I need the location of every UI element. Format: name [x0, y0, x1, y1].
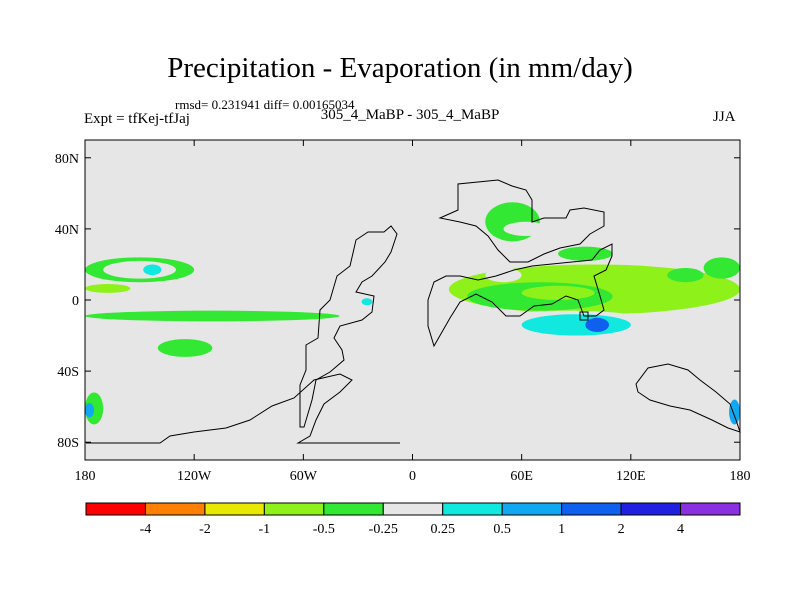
x-tick-label-6: 180 — [730, 469, 751, 484]
rmsd-diff-stats: rmsd= 0.231941 diff= 0.00165034 — [175, 97, 355, 112]
colorbar-label-1: -2 — [199, 522, 211, 537]
coastline-africa-eurasia — [427, 243, 613, 348]
anomaly-region-4 — [85, 310, 340, 322]
colorbar-label-3: -0.5 — [313, 522, 335, 537]
y-tick-label-1: 40N — [55, 223, 79, 238]
anomaly-region-16 — [521, 285, 595, 300]
anomaly-region-17 — [485, 268, 522, 283]
chart-subtitle: 305_4_MaBP - 305_4_MaBP — [320, 107, 500, 123]
anomaly-region-8 — [343, 292, 380, 311]
anomaly-region-2 — [143, 264, 162, 276]
x-tick-label-1: 120W — [177, 469, 212, 484]
colorbar-swatch-4 — [323, 502, 384, 516]
coastline-island — [579, 311, 589, 321]
anomaly-region-21 — [630, 349, 704, 375]
colorbar-label-9: 4 — [677, 522, 684, 537]
colorbar-label-0: -4 — [140, 522, 152, 537]
colorbar-swatch-3 — [263, 502, 325, 516]
x-axis-ticks: 180 120W 60W 0 60E 120E 180 — [75, 140, 751, 484]
x-tick-label-3: 0 — [409, 469, 416, 484]
colorbar-swatch-7 — [501, 502, 563, 516]
anomaly-region-25 — [729, 399, 741, 425]
anomaly-region-23 — [703, 257, 740, 279]
anomaly-region-9 — [361, 298, 373, 306]
colorbar-swatch-5 — [382, 502, 444, 516]
colorbar: -4 -2 -1 -0.5 -0.25 0.25 0.5 1 2 4 — [85, 502, 741, 537]
x-tick-label-4: 60E — [510, 469, 533, 484]
coastline-australia — [635, 363, 741, 433]
colorbar-label-8: 2 — [618, 522, 625, 537]
colorbar-swatch-8 — [561, 502, 622, 516]
colorbar-swatch-9 — [620, 502, 682, 516]
colorbar-label-5: 0.25 — [430, 522, 455, 537]
anomaly-region-5 — [157, 339, 213, 357]
anomaly-region-3 — [85, 284, 131, 293]
anomaly-region-13 — [558, 246, 613, 261]
anomaly-region-19 — [521, 314, 631, 336]
plot-layer — [85, 140, 741, 460]
x-tick-label-2: 60W — [290, 469, 318, 484]
colorbar-label-6: 0.5 — [493, 522, 511, 537]
colorbar-swatch-0 — [85, 502, 146, 516]
colorbar-swatch-10 — [680, 502, 741, 516]
experiment-label: Expt = tfKej-tfJaj — [84, 111, 190, 127]
anomaly-region-12 — [503, 221, 549, 236]
y-tick-label-4: 80S — [57, 436, 79, 451]
coastline-asia-north — [438, 179, 605, 263]
coastline-layer — [86, 179, 741, 444]
colorbar-label-7: 1 — [558, 522, 565, 537]
season-label: JJA — [713, 109, 736, 125]
anomaly-region-7 — [85, 403, 95, 418]
x-tick-label-5: 120E — [616, 469, 646, 484]
y-tick-label-0: 80N — [55, 152, 79, 167]
anomaly-region-20 — [585, 317, 609, 332]
y-tick-label-3: 40S — [57, 365, 79, 380]
chart-title: Precipitation - Evaporation (in mm/day) — [167, 52, 633, 84]
anomaly-region-10 — [376, 172, 449, 185]
anomaly-region-1 — [103, 260, 176, 279]
x-tick-label-0: 180 — [75, 469, 96, 484]
colorbar-swatch-6 — [442, 502, 503, 516]
colorbar-label-2: -1 — [259, 522, 271, 537]
coastline-antarctic-peninsula — [86, 373, 400, 444]
coastline-americas — [299, 225, 398, 428]
colorbar-swatch-1 — [144, 502, 206, 516]
y-axis-ticks: 80N 40N 0 40S 80S — [55, 152, 740, 451]
colorbar-label-4: -0.25 — [369, 522, 398, 537]
anomaly-region-22 — [667, 268, 704, 283]
y-tick-label-2: 0 — [72, 294, 79, 309]
colorbar-swatch-2 — [204, 502, 265, 516]
